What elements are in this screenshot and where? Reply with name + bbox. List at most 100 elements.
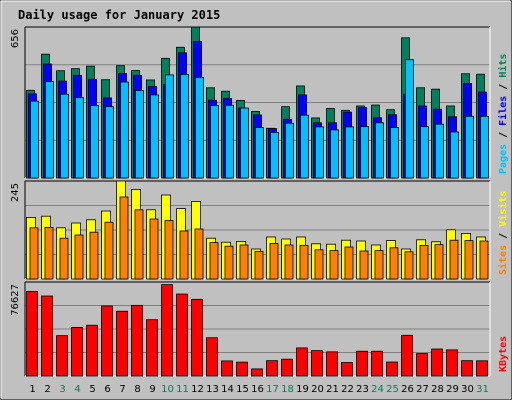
x-tick-label: 18 (281, 384, 294, 395)
bar-pages (360, 126, 369, 179)
bar-kbytes (431, 348, 443, 377)
bar-pages (135, 90, 144, 179)
bar-kbytes (86, 324, 98, 377)
bar-sites (89, 231, 99, 280)
x-tick-label: 2 (44, 384, 50, 395)
bar-pages (255, 127, 264, 179)
bar-sites (389, 247, 399, 280)
bar-sites (314, 249, 324, 280)
x-tick-label: 5 (89, 384, 95, 395)
bar-sites (404, 251, 414, 280)
x-tick-label: 20 (311, 384, 324, 395)
bar-pages (90, 105, 99, 179)
bar-pages (345, 126, 354, 179)
x-tick-label: 30 (461, 384, 474, 395)
legend-item-pages: Pages (498, 144, 509, 174)
legend-kbytes: KBytes (498, 336, 509, 372)
x-tick-label: 31 (476, 384, 489, 395)
bar-kbytes (386, 361, 398, 377)
bar-pages (390, 127, 399, 179)
bar-sites (194, 228, 204, 280)
bar-kbytes (116, 310, 128, 377)
panel-hits: 656 Pages / Files / Hits (10, 26, 509, 179)
bar-pages (120, 81, 129, 179)
x-tick-label: 26 (401, 384, 414, 395)
bar-kbytes (296, 347, 308, 377)
bar-pages (60, 93, 69, 179)
legend-visits: Sites / Visits (497, 191, 509, 275)
x-tick-label: 25 (386, 384, 399, 395)
bar-kbytes (191, 298, 203, 377)
bar-sites (119, 196, 129, 280)
bar-sites (74, 234, 84, 280)
bar-sites (434, 244, 444, 280)
bar-kbytes (446, 349, 458, 377)
legend-item-files: Files (497, 96, 509, 126)
bar-pages (45, 81, 54, 179)
bar-kbytes (341, 362, 353, 377)
bar-kbytes (26, 290, 38, 377)
x-tick-label: 23 (356, 384, 369, 395)
bar-kbytes (476, 360, 488, 377)
x-tick-label: 7 (119, 384, 125, 395)
bar-sites (164, 220, 174, 280)
x-tick-label: 4 (74, 384, 80, 395)
x-tick-label: 9 (149, 384, 155, 395)
x-tick-label: 15 (236, 384, 249, 395)
x-tick-label: 8 (134, 384, 140, 395)
bar-kbytes (206, 337, 218, 377)
bar-kbytes (401, 334, 413, 377)
bar-pages (30, 100, 39, 179)
bar-sites (284, 244, 294, 280)
x-tick-label: 6 (104, 384, 110, 395)
x-tick-label: 27 (416, 384, 429, 395)
bar-sites (59, 237, 69, 280)
bar-pages (75, 97, 84, 179)
bar-sites (179, 230, 189, 280)
bar-kbytes (131, 304, 143, 377)
legend-item-hits: Hits (497, 54, 509, 78)
bar-sites (254, 250, 264, 280)
bar-kbytes (56, 335, 68, 377)
legend-hits: Pages / Files / Hits (497, 54, 509, 174)
bar-pages (405, 59, 414, 179)
bar-kbytes (311, 350, 323, 377)
legend-item-visits: Visits (497, 191, 509, 227)
bar-pages (210, 105, 219, 179)
bar-pages (480, 115, 489, 179)
bar-sites (269, 242, 279, 280)
bar-sites (359, 250, 369, 280)
bar-pages (270, 132, 279, 179)
bar-kbytes (236, 361, 248, 377)
x-tick-label: 22 (341, 384, 354, 395)
bar-pages (240, 107, 249, 179)
x-tick-label: 19 (296, 384, 309, 395)
legend-separator: / (498, 227, 509, 245)
x-tick-label: 10 (161, 384, 174, 395)
bar-kbytes (71, 327, 83, 377)
bar-sites (239, 244, 249, 280)
bar-pages (105, 106, 114, 179)
y-axis-max-label: 76627 (10, 284, 21, 316)
bar-kbytes (176, 293, 188, 377)
legend-item-kbytes: KBytes (498, 336, 509, 372)
bar-sites (449, 239, 459, 280)
bar-kbytes (416, 353, 428, 377)
bar-sites (104, 221, 114, 280)
panel-visits: 245 Sites / Visits (10, 180, 509, 280)
bar-pages (300, 114, 309, 179)
bar-sites (29, 227, 39, 280)
x-tick-label: 14 (221, 384, 234, 395)
bar-pages (285, 122, 294, 179)
panel-kbytes: 76627 KBytes (10, 281, 509, 377)
x-tick-label: 28 (431, 384, 444, 395)
x-tick-label: 24 (371, 384, 384, 395)
x-tick-label: 21 (326, 384, 339, 395)
bar-pages (315, 126, 324, 179)
bar-sites (299, 244, 309, 280)
bar-kbytes (146, 319, 158, 377)
bar-sites (329, 250, 339, 280)
y-axis-max-label: 656 (10, 29, 21, 48)
chart-title: Daily usage for January 2015 (18, 8, 220, 22)
